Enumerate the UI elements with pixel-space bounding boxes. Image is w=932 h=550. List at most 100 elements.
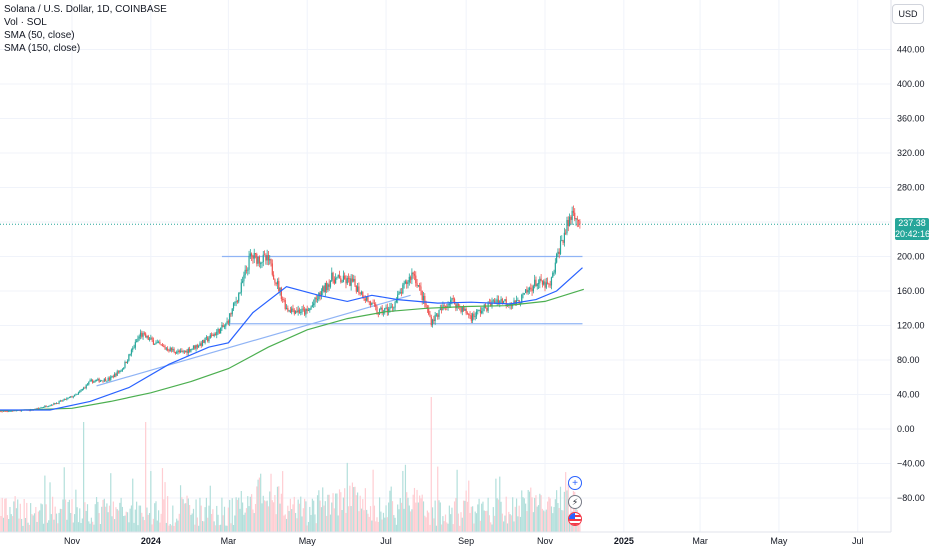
candle-body: [238, 293, 240, 302]
volume-bar: [195, 499, 197, 532]
candle-body: [320, 291, 323, 297]
candle-body: [316, 299, 319, 300]
volume-bar: [24, 518, 27, 532]
currency-button[interactable]: USD: [892, 4, 924, 24]
volume-bar: [359, 495, 361, 532]
volume-bar: [382, 512, 385, 532]
volume-bar: [322, 487, 324, 532]
candle-body: [341, 281, 343, 283]
volume-bar: [22, 525, 24, 532]
volume-bar: [59, 508, 61, 532]
volume-bar: [310, 514, 312, 532]
volume-bar: [541, 508, 544, 532]
legend-symbol[interactable]: Solana / U.S. Dollar, 1D, COINBASE: [4, 4, 167, 15]
volume-bar: [400, 502, 403, 532]
candle-body: [566, 219, 568, 234]
volume-bar: [245, 508, 248, 532]
candle-body: [457, 303, 460, 307]
volume-bar: [574, 491, 576, 532]
candle-body: [70, 396, 72, 398]
legend-sma150[interactable]: SMA (150, close): [4, 43, 81, 54]
candle-body: [571, 210, 573, 220]
volume-bar: [8, 519, 10, 532]
volume-bar: [80, 522, 82, 532]
candle-body: [404, 281, 407, 284]
volume-bar: [499, 476, 501, 532]
candle-body: [128, 354, 130, 361]
candle-body: [349, 277, 351, 286]
candle-body: [563, 232, 565, 243]
volume-bar: [167, 496, 169, 532]
volume-bar: [32, 515, 34, 532]
volume-bar: [413, 487, 416, 532]
candle-body: [235, 301, 237, 303]
volume-bar: [155, 501, 157, 532]
volume-bar: [508, 511, 510, 532]
us-flag-icon[interactable]: [568, 512, 582, 526]
volume-bar: [380, 511, 382, 532]
candle-body: [263, 254, 266, 256]
volume-bar: [327, 494, 329, 532]
volume-bar: [384, 517, 386, 532]
candle-body: [304, 309, 306, 315]
candle-body: [311, 305, 313, 307]
volume-bar: [531, 497, 533, 532]
candle-body: [350, 278, 352, 286]
candle-body: [462, 307, 465, 311]
sma50-line: [0, 267, 583, 411]
volume-bar: [554, 499, 556, 532]
candle-body: [363, 298, 365, 300]
volume-bar: [504, 515, 506, 532]
volume-bar: [486, 510, 488, 532]
volume-bar: [466, 501, 469, 532]
candle-body: [557, 251, 559, 255]
volume-bar: [214, 525, 217, 532]
candle-body: [54, 403, 56, 405]
volume-bar: [505, 496, 507, 532]
volume-bar: [561, 510, 563, 532]
volume-bar: [371, 520, 373, 532]
candle-body: [428, 309, 430, 315]
candle-body: [291, 308, 293, 313]
candle-body: [192, 345, 195, 349]
volume-bar: [220, 524, 222, 532]
candle-body: [72, 396, 74, 398]
legend-sma50[interactable]: SMA (50, close): [4, 30, 75, 41]
candle-body: [37, 407, 39, 409]
volume-bar: [81, 518, 83, 532]
price-tick-label: 40.00: [897, 390, 920, 400]
add-alert-icon[interactable]: +: [568, 476, 582, 490]
candle-body: [209, 334, 211, 339]
time-tick-label: Mar: [692, 536, 708, 546]
candle-body: [390, 306, 392, 308]
candle-body: [179, 350, 182, 353]
volume-bar: [425, 517, 427, 532]
volume-bar: [198, 525, 200, 532]
price-tick-label: 160.00: [897, 286, 925, 296]
candle-body: [269, 259, 271, 261]
volume-bar: [510, 515, 512, 532]
candle-body: [172, 349, 174, 351]
volume-bar: [176, 518, 178, 532]
candle-body: [267, 255, 270, 261]
volume-bar: [205, 497, 208, 532]
candle-body: [578, 219, 580, 222]
candle-body: [52, 404, 54, 406]
volume-bar: [540, 495, 542, 532]
candle-body: [273, 274, 275, 280]
candle-body: [535, 279, 537, 286]
candle-body: [546, 282, 549, 284]
candle-body: [258, 256, 260, 264]
legend-volume[interactable]: Vol · SOL: [4, 17, 47, 28]
volume-bar: [35, 507, 37, 532]
candle-body: [194, 345, 196, 349]
volume-bar: [263, 500, 266, 532]
volume-bar: [543, 510, 545, 532]
lightning-icon[interactable]: ⚡: [568, 495, 582, 509]
volume-bar: [231, 498, 233, 532]
candle-body: [164, 346, 166, 349]
volume-bar: [434, 500, 436, 532]
volume-bar: [331, 502, 333, 532]
volume-bar: [497, 499, 500, 532]
